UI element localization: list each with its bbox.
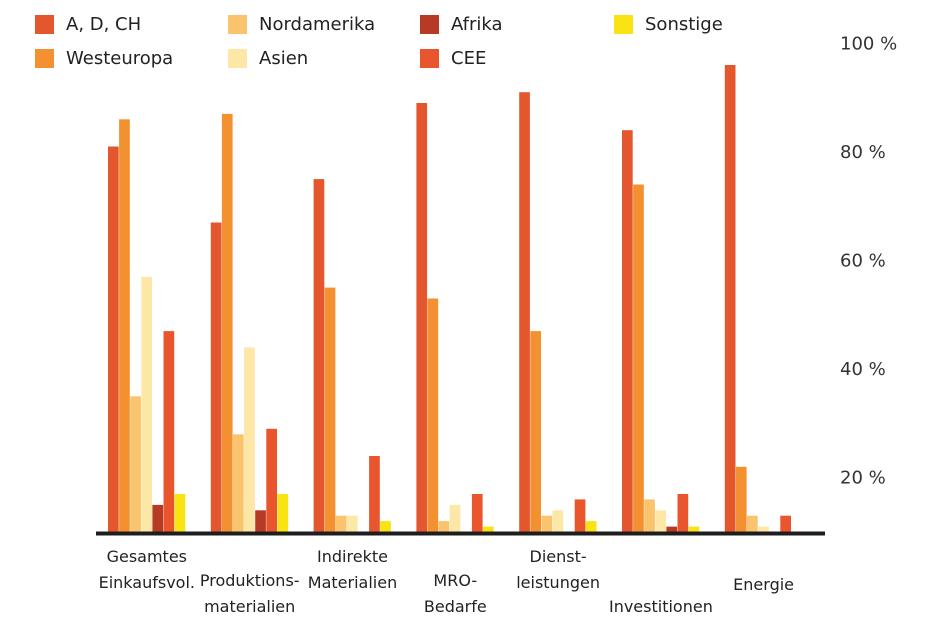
bar xyxy=(255,510,266,532)
bar xyxy=(471,494,483,532)
bar xyxy=(438,521,450,532)
y-tick-label: 60 % xyxy=(840,251,886,272)
legend-label: Afrika xyxy=(451,14,503,35)
legend-item: A, D, CH xyxy=(35,14,141,35)
legend-item: Nordamerika xyxy=(228,14,375,35)
bar xyxy=(677,494,689,532)
bar xyxy=(530,331,541,532)
bar xyxy=(163,331,175,532)
legend-swatch xyxy=(420,15,439,34)
y-tick-label: 20 % xyxy=(840,468,886,489)
bar xyxy=(574,499,586,532)
bar xyxy=(233,434,244,532)
category-label: Dienst-leistungen xyxy=(516,547,600,592)
category-label: MRO-Bedarfe xyxy=(424,571,487,616)
bar xyxy=(552,510,564,532)
bar xyxy=(324,287,336,532)
legend-item: Sonstige xyxy=(614,14,723,35)
bar xyxy=(622,130,633,532)
legend-swatch xyxy=(228,15,247,34)
category-label: Investitionen xyxy=(609,597,713,616)
bar xyxy=(380,521,391,532)
bar xyxy=(221,113,233,533)
bar xyxy=(174,494,186,532)
y-tick-label: 40 % xyxy=(840,359,886,380)
bar xyxy=(780,515,791,532)
category-label: Energie xyxy=(733,575,794,594)
legend-label: Sonstige xyxy=(645,14,723,35)
legend-item: Asien xyxy=(228,48,308,69)
bar xyxy=(585,521,597,532)
legend-item: Afrika xyxy=(420,14,503,35)
legend-item: CEE xyxy=(420,48,486,69)
bar xyxy=(313,179,325,532)
bar xyxy=(346,515,358,532)
bar xyxy=(633,184,644,532)
legend-label: CEE xyxy=(451,48,487,69)
bar xyxy=(266,428,277,532)
legend-label: Westeuropa xyxy=(66,48,174,69)
legend-swatch xyxy=(228,49,247,68)
legend-label: Nordamerika xyxy=(259,14,376,35)
bar xyxy=(655,510,666,532)
bar xyxy=(210,222,222,532)
bar xyxy=(735,466,747,532)
legend-swatch xyxy=(35,15,54,34)
bar xyxy=(449,504,461,532)
bar xyxy=(108,146,119,532)
bar xyxy=(369,456,380,532)
category-label: Gesamtes Einkaufsvol. xyxy=(99,547,195,592)
legend-swatch xyxy=(614,15,633,34)
category-label: Indirekte Materialien xyxy=(308,547,397,592)
bar xyxy=(141,276,152,532)
bar xyxy=(416,103,428,532)
y-tick-label: 100 % xyxy=(840,33,897,54)
bar xyxy=(724,65,736,532)
bar xyxy=(119,119,130,533)
bar xyxy=(427,298,439,532)
legend-swatch xyxy=(420,49,439,68)
bar xyxy=(541,515,553,532)
bar xyxy=(688,526,700,532)
bar xyxy=(666,526,678,532)
bar xyxy=(644,499,655,532)
bar xyxy=(758,526,769,532)
bar xyxy=(335,515,347,532)
bar xyxy=(483,526,494,532)
bar xyxy=(277,494,289,532)
bar xyxy=(130,396,141,533)
legend-label: Asien xyxy=(259,48,309,69)
bar xyxy=(152,504,164,532)
legend-item: Westeuropa xyxy=(35,48,173,69)
category-label: Produktions-materialien xyxy=(200,571,300,616)
legend-swatch xyxy=(35,49,54,68)
bar xyxy=(244,347,255,532)
legend-label: A, D, CH xyxy=(66,14,142,35)
bar xyxy=(747,515,758,532)
bar xyxy=(519,92,530,532)
y-tick-label: 80 % xyxy=(840,142,886,163)
